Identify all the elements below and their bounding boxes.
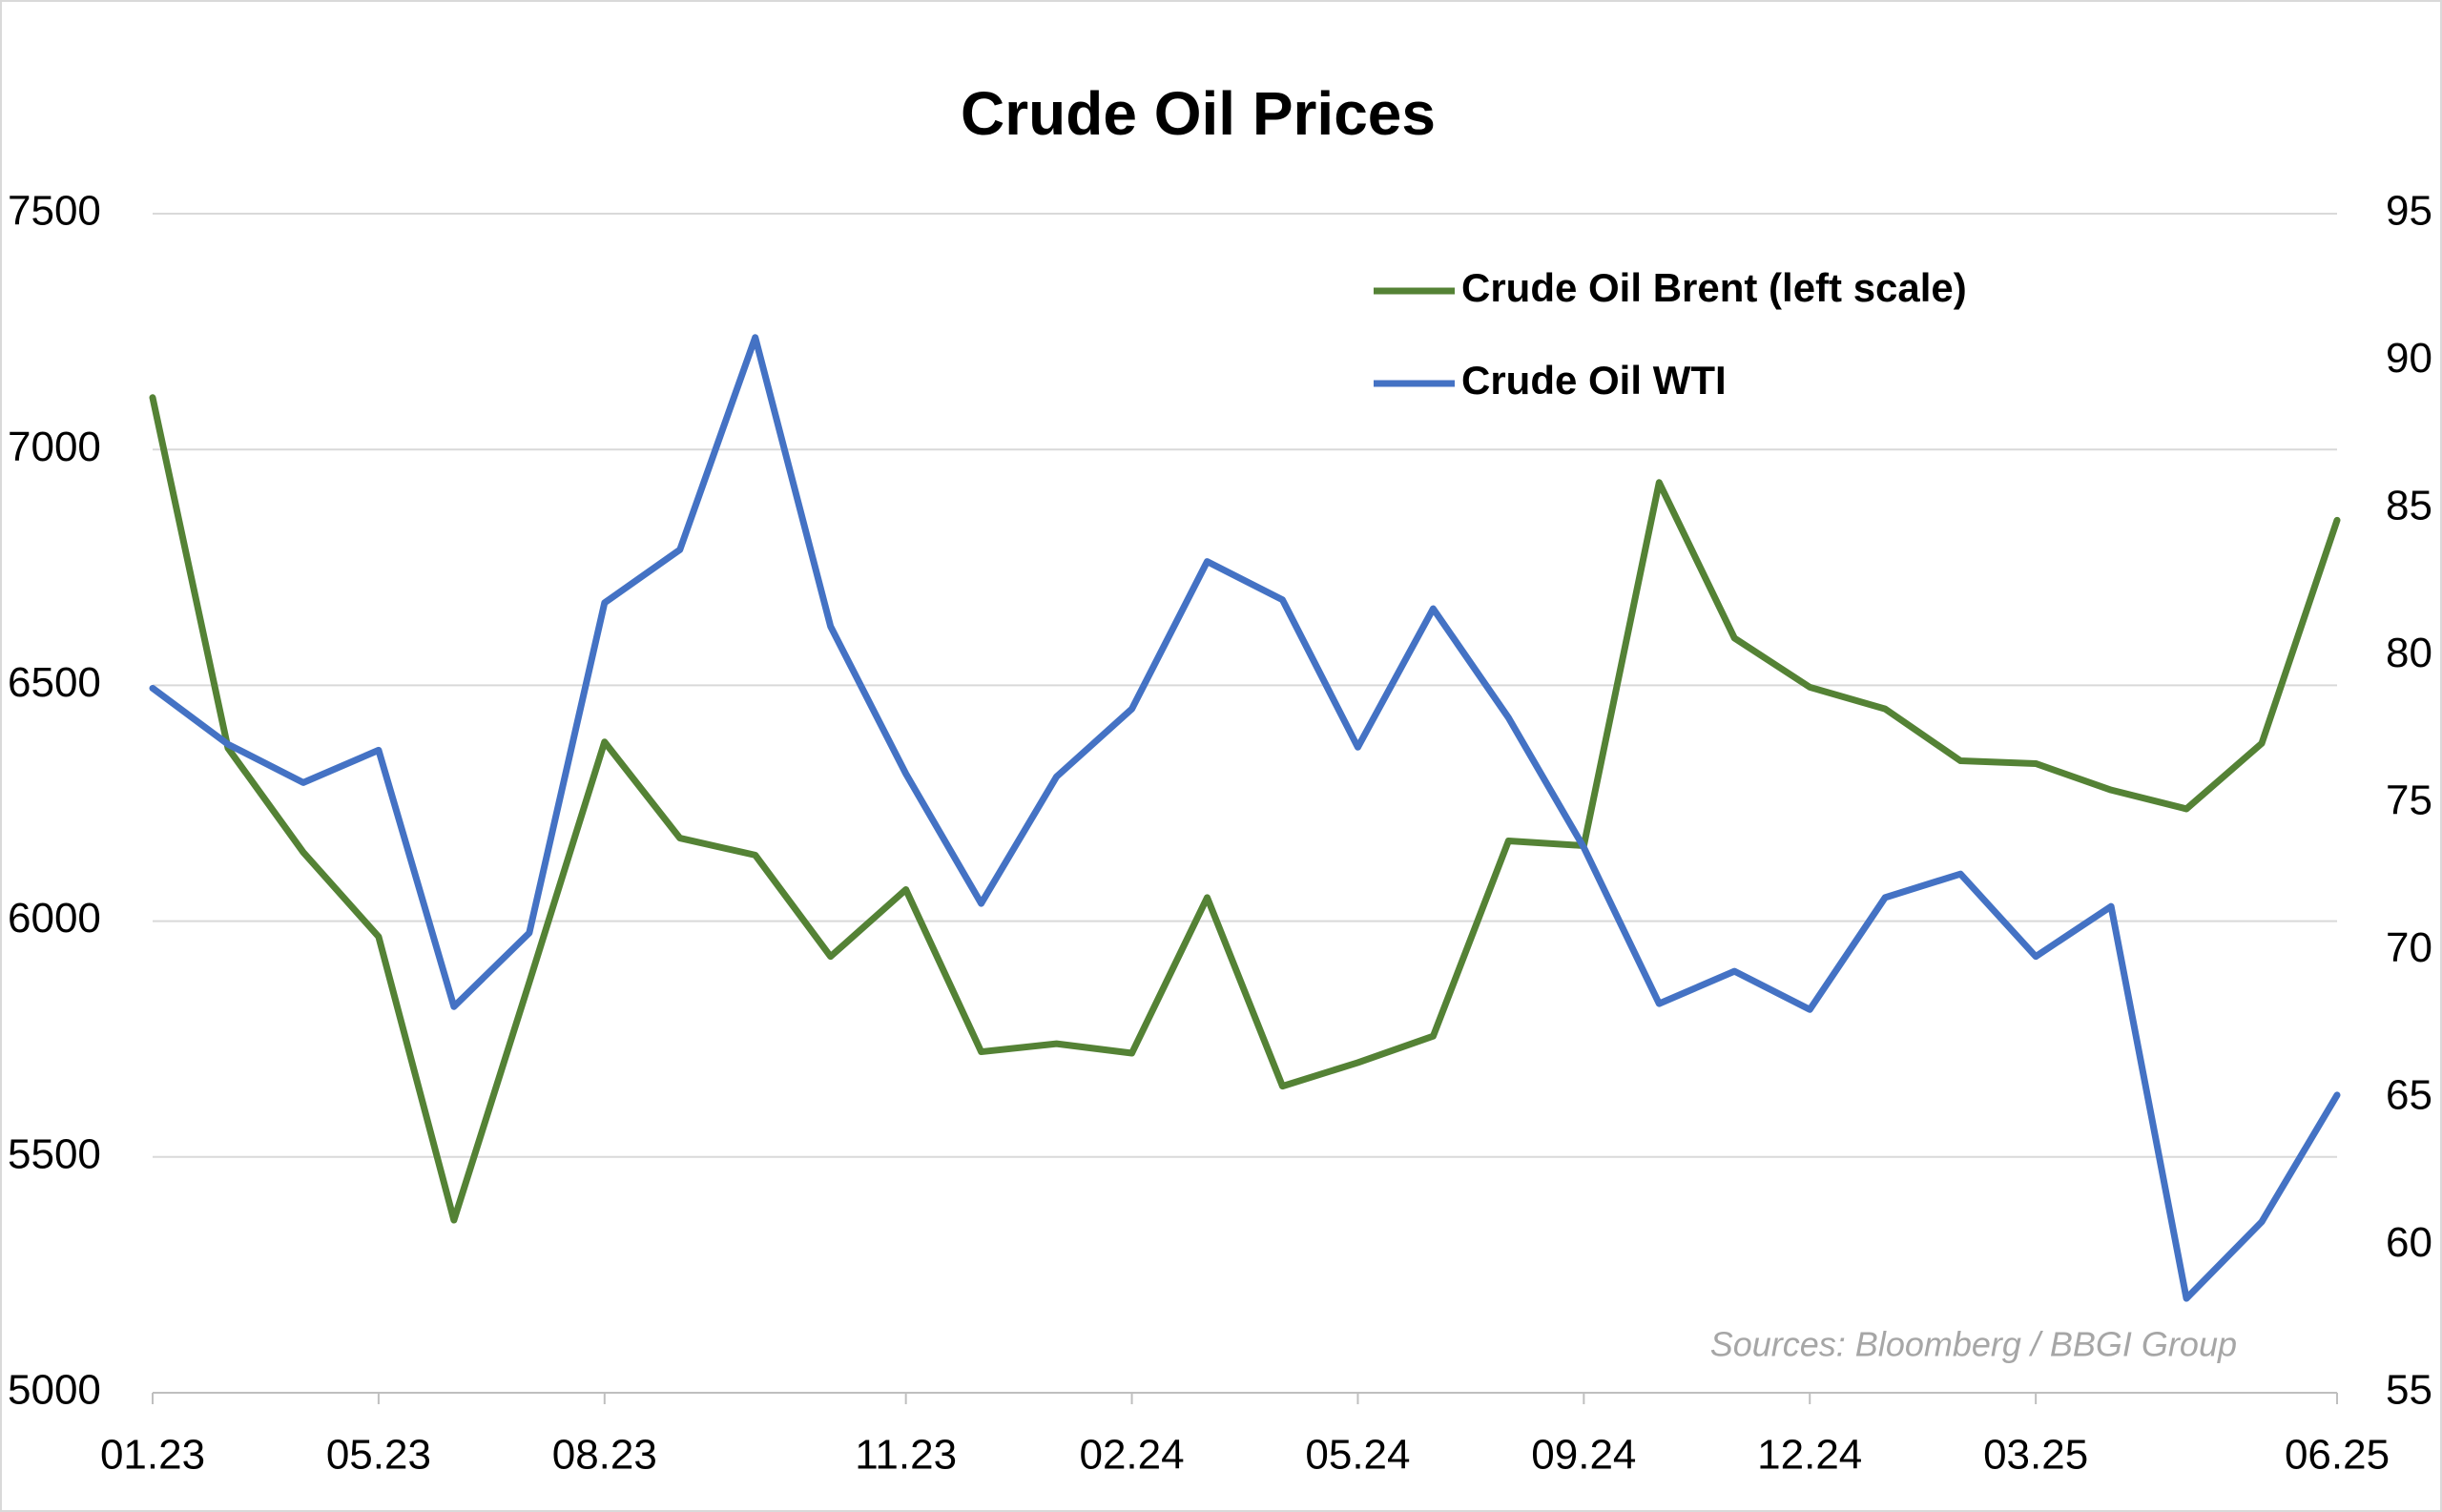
y2-tick-label: 70 — [2386, 924, 2432, 971]
y2-tick-label: 55 — [2386, 1367, 2432, 1414]
x-tick-label: 11.23 — [855, 1432, 957, 1479]
y2-tick-label: 80 — [2386, 630, 2432, 676]
x-tick-label: 03.25 — [1983, 1432, 2088, 1479]
source-note: Sources: Bloomberg / BBGI Group — [1710, 1325, 2237, 1364]
legend-label: Crude Oil Brent (left scale) — [1461, 265, 1967, 310]
x-tick-label: 05.23 — [326, 1432, 431, 1479]
y2-tick-label: 90 — [2386, 335, 2432, 382]
y-tick-label: 5500 — [8, 1130, 101, 1177]
y2-tick-label: 75 — [2386, 777, 2432, 824]
y2-tick-label: 95 — [2386, 188, 2432, 235]
data-line — [149, 394, 2341, 1224]
x-tick-label: 02.24 — [1079, 1432, 1184, 1479]
y-tick-label: 7500 — [8, 188, 101, 235]
data-line — [149, 334, 2341, 1302]
x-tick-label: 09.24 — [1531, 1432, 1636, 1479]
y2-tick-label: 85 — [2386, 483, 2432, 529]
y2-tick-label: 60 — [2386, 1219, 2432, 1266]
y-tick-label: 7000 — [8, 424, 101, 470]
y2-tick-label: 65 — [2386, 1072, 2432, 1119]
x-tick-label: 06.25 — [2285, 1432, 2390, 1479]
y-tick-label: 6500 — [8, 659, 101, 706]
x-tick-label: 12.24 — [1757, 1432, 1862, 1479]
chart-title: Crude Oil Prices — [961, 79, 1436, 148]
y-tick-label: 6000 — [8, 895, 101, 942]
x-tick-label: 08.23 — [552, 1432, 657, 1479]
x-tick-label: 05.24 — [1305, 1432, 1410, 1479]
legend-label: Crude Oil WTI — [1461, 358, 1727, 403]
y-tick-label: 5000 — [8, 1367, 101, 1414]
x-tick-label: 01.23 — [100, 1432, 205, 1479]
